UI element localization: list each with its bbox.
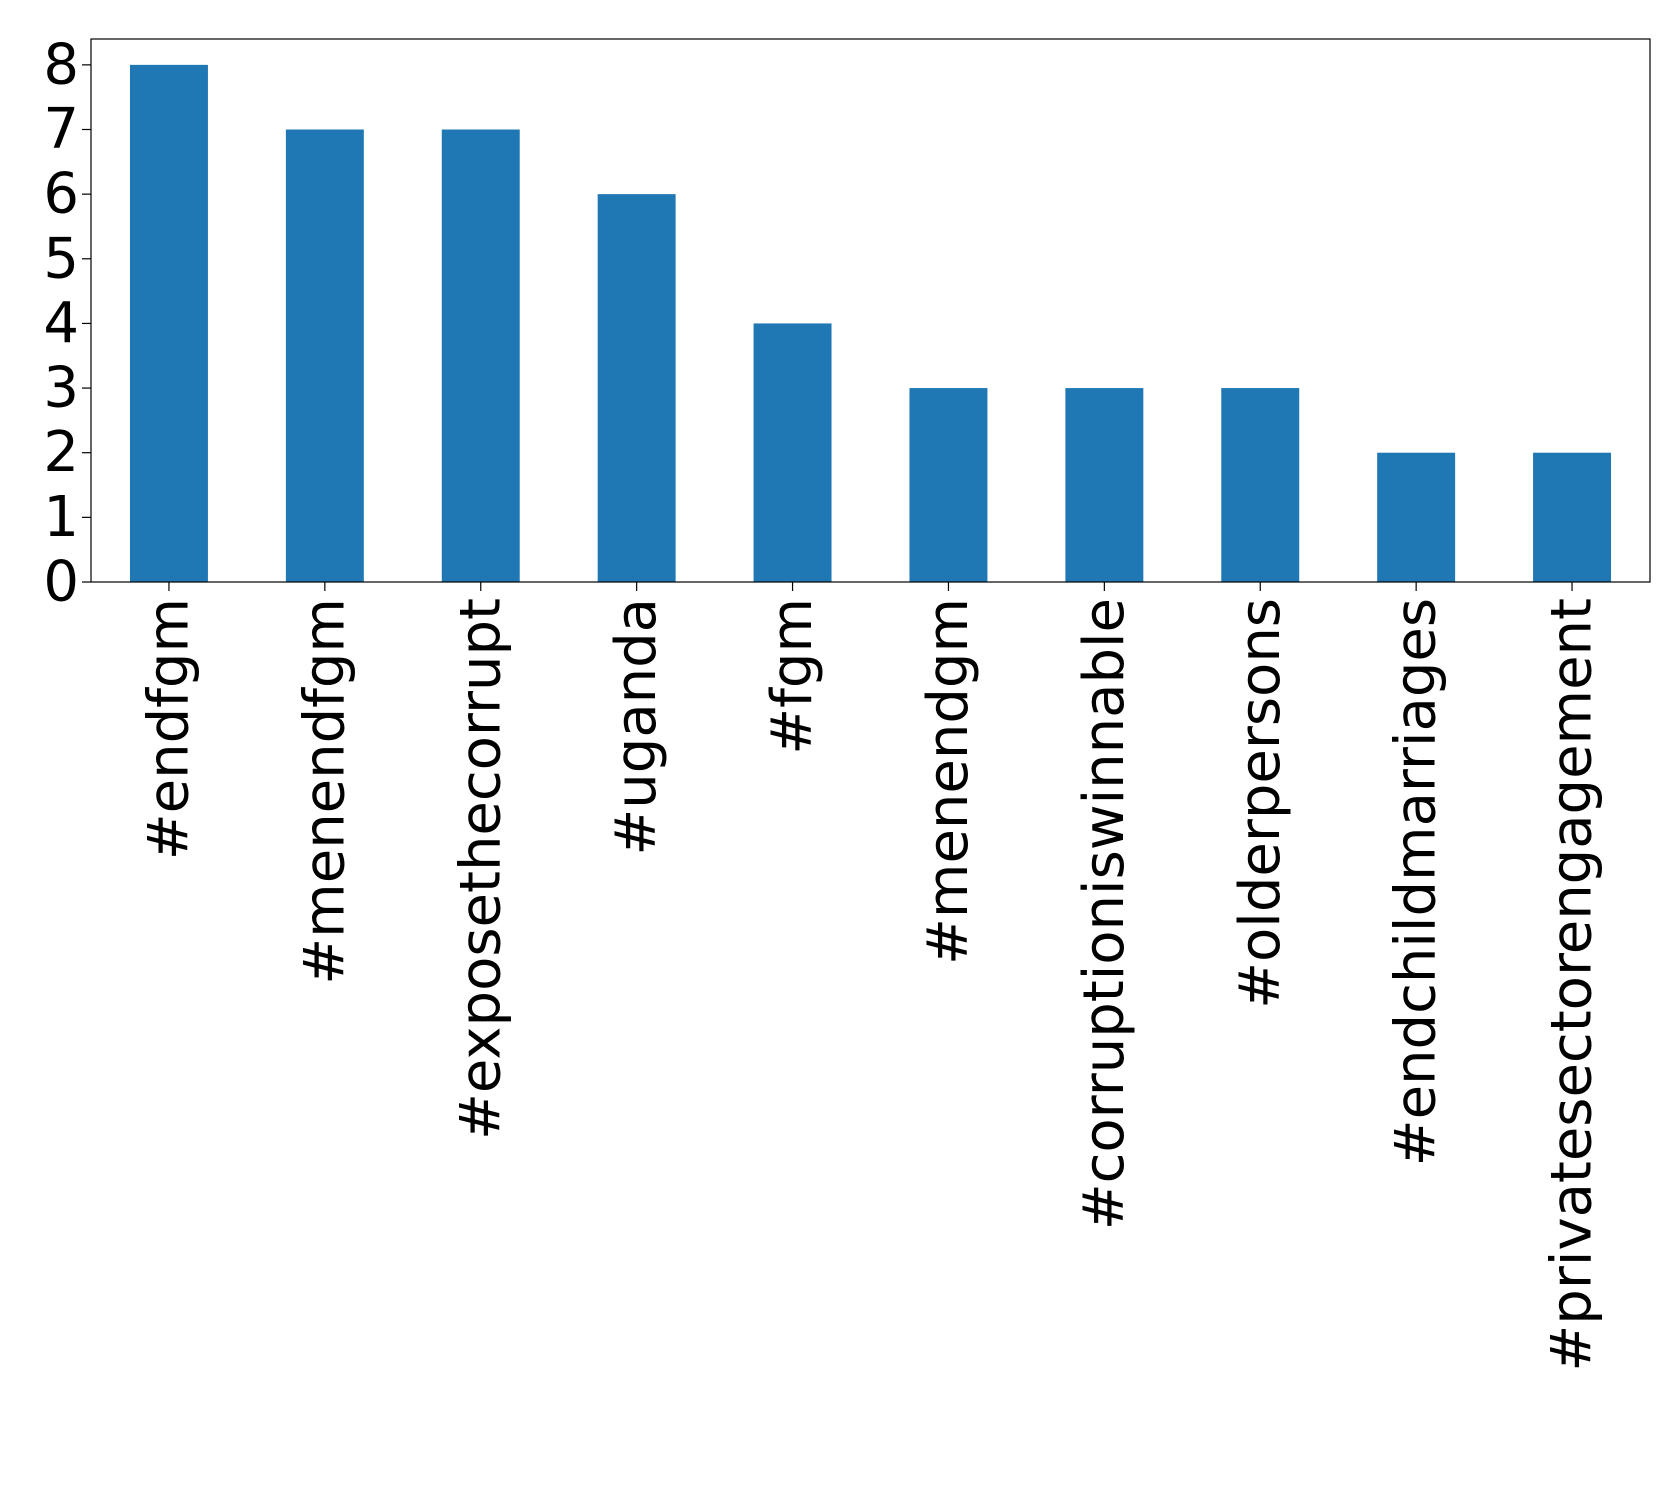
plot-frame <box>90 38 1651 583</box>
bar-2 <box>441 129 520 582</box>
x-tick-label: #endchildmarriages <box>1384 598 1449 1166</box>
bar-5 <box>909 388 988 582</box>
bar-1 <box>285 129 364 582</box>
bar-7 <box>1221 388 1300 582</box>
x-tick-label: #menendfgm <box>292 598 357 985</box>
x-tick-label: #endfgm <box>136 598 201 860</box>
x-tick-label: #uganda <box>604 598 669 856</box>
y-tick-label: 0 <box>43 550 79 615</box>
bar-3 <box>597 194 676 582</box>
x-tick-label: #menendgm <box>916 598 981 965</box>
y-tick-label: 5 <box>43 226 79 291</box>
x-tick-label: #fgm <box>760 598 825 755</box>
x-tick-label: #olderpersons <box>1228 598 1293 1009</box>
x-tick-label: #exposethecorrupt <box>448 598 513 1140</box>
y-tick-label: 8 <box>43 32 79 97</box>
bars-group <box>129 64 1612 583</box>
y-tick-label: 7 <box>43 97 79 162</box>
bar-9 <box>1533 452 1612 582</box>
y-tick-label: 3 <box>43 356 79 421</box>
bar-6 <box>1065 388 1144 582</box>
y-tick-label: 4 <box>43 291 79 356</box>
x-axis: #endfgm #menendfgm #exposethecorrupt #ugand… <box>136 582 1605 1372</box>
bar-0 <box>129 64 208 583</box>
x-tick-label: #corruptioniswinnable <box>1072 598 1137 1230</box>
bar-8 <box>1377 452 1456 582</box>
y-tick-label: 1 <box>43 485 79 550</box>
y-tick-label: 2 <box>43 420 79 485</box>
y-tick-label: 6 <box>43 162 79 227</box>
bar-4 <box>753 323 832 582</box>
x-tick-label: #privatesectorengagement <box>1540 598 1605 1372</box>
